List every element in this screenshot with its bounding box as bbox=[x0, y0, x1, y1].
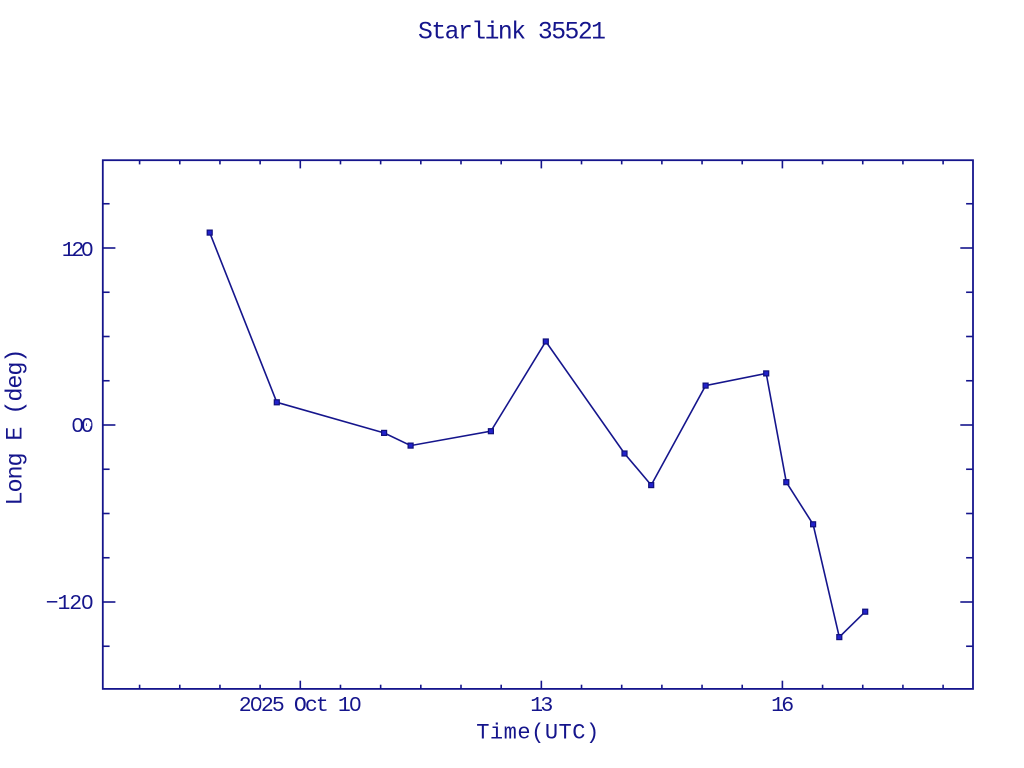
svg-text:Long E (deg): Long E (deg) bbox=[3, 349, 30, 506]
svg-text:Time(UTC): Time(UTC) bbox=[476, 721, 599, 746]
svg-text:13: 13 bbox=[530, 694, 553, 718]
svg-text:Starlink 35521: Starlink 35521 bbox=[418, 18, 606, 46]
svg-text:2025 Oct 10: 2025 Oct 10 bbox=[239, 694, 362, 718]
svg-text:120: 120 bbox=[62, 239, 94, 263]
svg-text:−120: −120 bbox=[46, 592, 94, 616]
svg-text:00: 00 bbox=[71, 415, 94, 439]
svg-text:16: 16 bbox=[771, 694, 794, 718]
